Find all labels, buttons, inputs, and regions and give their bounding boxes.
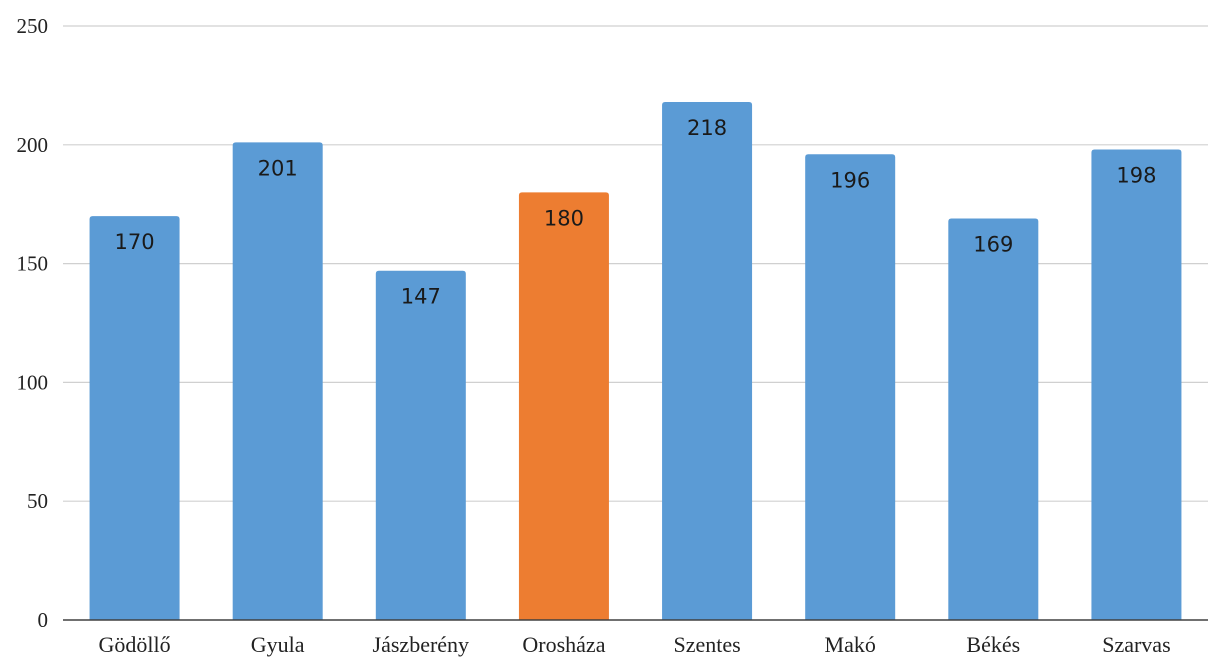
- data-label: 180: [544, 206, 584, 230]
- y-tick-label: 250: [17, 14, 49, 38]
- data-label: 201: [258, 156, 298, 180]
- bar-szarvas: [1091, 149, 1182, 620]
- data-label: 147: [401, 285, 441, 309]
- bar-békés: [948, 218, 1039, 620]
- x-tick-label: Szentes: [673, 632, 740, 657]
- bar-szentes: [662, 102, 753, 621]
- axes: 0 50 100 150 200 250 Gödöllő Gyula Jászberény Oro…: [17, 14, 1208, 657]
- data-label: 196: [830, 168, 870, 192]
- bar-makó: [805, 154, 896, 620]
- bars: [89, 102, 1182, 621]
- y-tick-label: 200: [17, 133, 49, 157]
- x-tick-label: Makó: [825, 632, 876, 657]
- bar-gyula: [232, 142, 323, 620]
- x-tick-label: Szarvas: [1102, 632, 1170, 657]
- bar-orosháza: [518, 192, 609, 620]
- y-tick-label: 100: [17, 370, 49, 394]
- bar-jászberény: [375, 270, 466, 620]
- data-labels: 170 201 147 180 218 196 169 198: [115, 116, 1157, 309]
- y-tick-label: 0: [38, 608, 49, 632]
- data-label: 169: [973, 232, 1013, 256]
- x-tick-label: Jászberény: [373, 632, 470, 657]
- x-tick-label: Gyula: [251, 632, 305, 657]
- data-label: 170: [115, 230, 155, 254]
- y-tick-label: 50: [27, 489, 48, 513]
- x-tick-label: Orosháza: [522, 632, 605, 657]
- bar-gödöllő: [89, 216, 180, 620]
- data-label: 218: [687, 116, 727, 140]
- x-tick-label: Gödöllő: [99, 632, 171, 657]
- x-tick-label: Békés: [966, 632, 1020, 657]
- data-label: 198: [1116, 164, 1156, 188]
- y-tick-label: 150: [17, 252, 49, 276]
